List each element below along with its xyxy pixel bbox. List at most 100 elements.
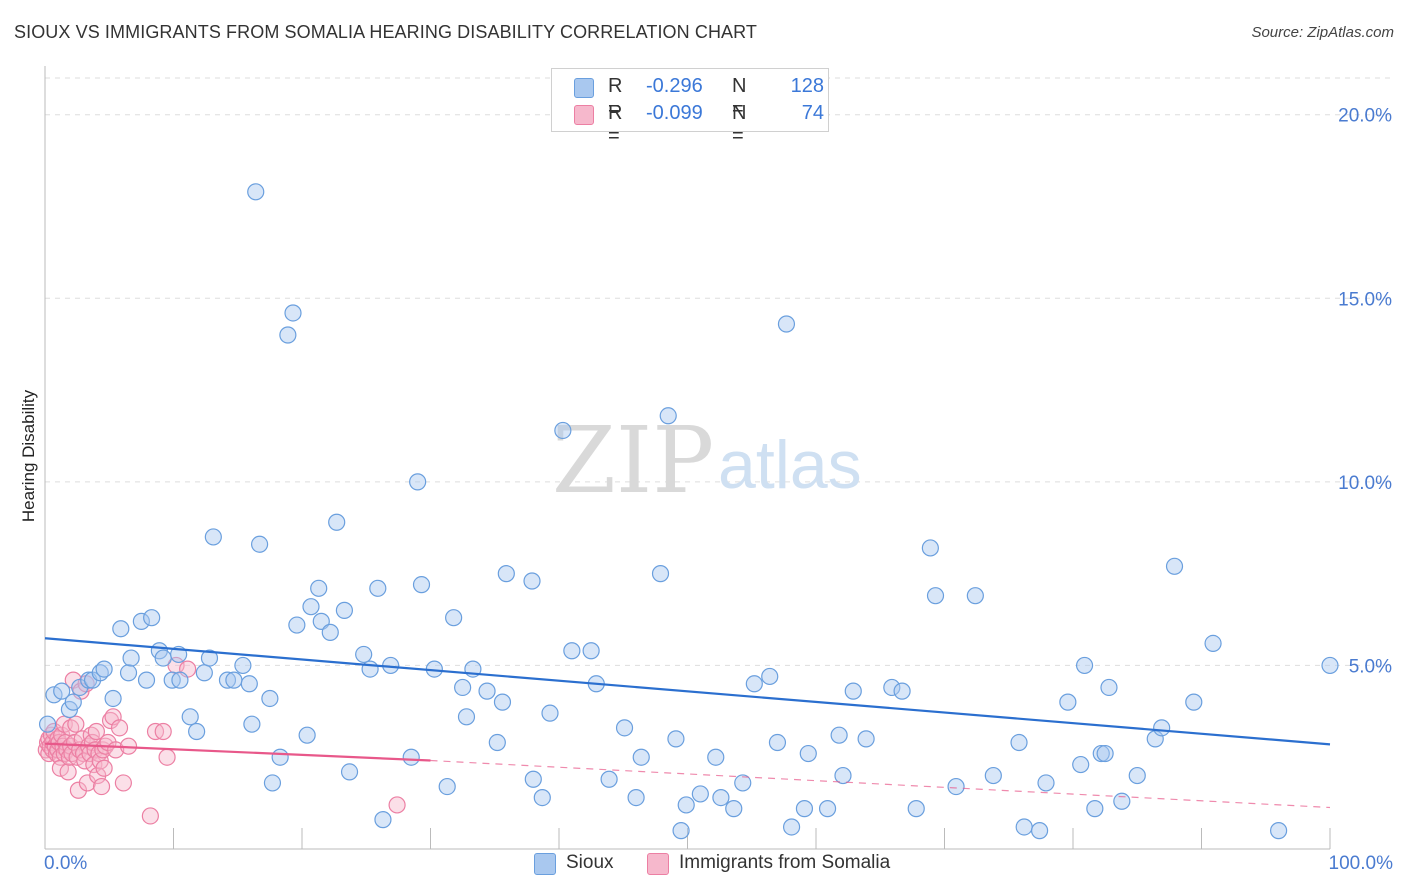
x-tick-label: 100.0% (1329, 853, 1394, 874)
sioux-point (883, 678, 901, 697)
sioux-point (95, 660, 113, 678)
sioux-point (261, 689, 279, 708)
sioux-point (279, 326, 297, 344)
somalia-point (87, 722, 106, 741)
somalia-point (67, 715, 85, 733)
sioux-point (132, 612, 150, 630)
sioux-point (1269, 822, 1288, 840)
sioux-point (1075, 656, 1094, 675)
sioux-point (893, 682, 911, 700)
somalia-trend-line (44, 742, 431, 762)
sioux-point (122, 649, 140, 667)
somalia-point (158, 748, 176, 766)
somalia-swatch (647, 853, 669, 875)
sioux-point (541, 704, 559, 722)
sioux-point (234, 656, 252, 675)
sioux-point (1100, 678, 1118, 697)
somalia-point (104, 708, 122, 726)
y-tick-label: 5.0% (1349, 656, 1392, 677)
sioux-point (188, 722, 206, 741)
chart-title: SIOUX VS IMMIGRANTS FROM SOMALIA HEARING… (14, 22, 758, 42)
watermark-zip: ZIP (552, 407, 714, 514)
sioux-point (830, 726, 848, 744)
sioux-point (478, 682, 496, 700)
sioux-point (1037, 774, 1055, 792)
sioux-point (667, 730, 685, 748)
sioux-point (761, 667, 779, 686)
sioux-point (104, 689, 122, 708)
sioux-point (707, 748, 725, 766)
sioux-point (1059, 693, 1077, 711)
sioux-point (247, 183, 265, 201)
sioux-point (1092, 744, 1110, 763)
y-tick-label: 20.0% (1338, 106, 1392, 127)
sioux-point (1113, 792, 1131, 810)
sioux-point (154, 649, 172, 667)
sioux-point (137, 671, 156, 689)
sioux-swatch (574, 78, 594, 98)
sioux-point (454, 678, 472, 697)
sioux-point (1165, 557, 1184, 575)
sioux-point (926, 587, 945, 605)
sioux-point (112, 620, 130, 638)
sioux-point (712, 788, 730, 807)
somalia-trend-extension (430, 759, 1331, 809)
sioux-point (361, 660, 379, 678)
somalia-point (141, 807, 159, 825)
sioux-point (533, 788, 551, 807)
sioux-point (240, 675, 258, 693)
sioux-point (355, 645, 373, 664)
n-value: 128 (790, 75, 824, 97)
somalia-swatch (574, 105, 594, 125)
y-axis-label: Hearing Disability (19, 389, 38, 522)
sioux-point (1204, 634, 1222, 653)
r-value: -0.296 (646, 75, 703, 97)
sioux-point (335, 601, 354, 619)
sioux-point (263, 774, 282, 792)
sioux-point (818, 800, 837, 818)
sioux-point (181, 708, 199, 726)
sioux-legend-label: Sioux (566, 852, 614, 873)
sioux-point (691, 785, 709, 803)
sioux-point (523, 572, 541, 590)
somalia-point (114, 774, 132, 792)
sioux-point (563, 642, 581, 660)
sioux-point (672, 822, 690, 840)
sioux-point (1153, 719, 1171, 737)
y-tick-label: 10.0% (1338, 473, 1392, 494)
somalia-point (154, 722, 172, 741)
sioux-point (402, 748, 420, 766)
x-tick-label: 0.0% (44, 853, 87, 874)
sioux-point (659, 407, 677, 425)
sioux-point (1128, 766, 1146, 785)
sioux-point (907, 800, 925, 818)
sioux-point (554, 421, 572, 440)
sioux-point (119, 664, 138, 682)
sioux-point (734, 774, 752, 792)
sioux-point (38, 715, 57, 733)
sioux-point (369, 579, 387, 597)
sioux-point (745, 675, 763, 693)
sioux-point (966, 587, 984, 605)
sioux-point (844, 682, 862, 700)
tick-labels: 5.0% 10.0% 15.0% 20.0% 0.0% 100.0% (44, 106, 1393, 874)
sioux-point (200, 649, 219, 667)
sioux-point (651, 565, 670, 583)
n-value: 74 (801, 102, 824, 124)
sioux-point (171, 671, 189, 689)
sioux-point (340, 763, 359, 781)
sioux-point (1185, 693, 1203, 711)
axes (44, 66, 1331, 850)
sioux-point (795, 800, 814, 818)
sioux-point (143, 609, 161, 627)
sioux-point (984, 766, 1002, 785)
sioux-point (312, 612, 330, 630)
sioux-trend-line (44, 637, 1331, 746)
source-label: Source: ZipAtlas.com (1251, 24, 1394, 41)
somalia-point (92, 777, 111, 796)
somalia-legend-label: Immigrants from Somalia (679, 852, 891, 873)
n-label: N = (732, 102, 747, 147)
sioux-point (271, 748, 289, 766)
watermark-atlas: atlas (718, 427, 862, 503)
somalia-point (110, 719, 129, 737)
